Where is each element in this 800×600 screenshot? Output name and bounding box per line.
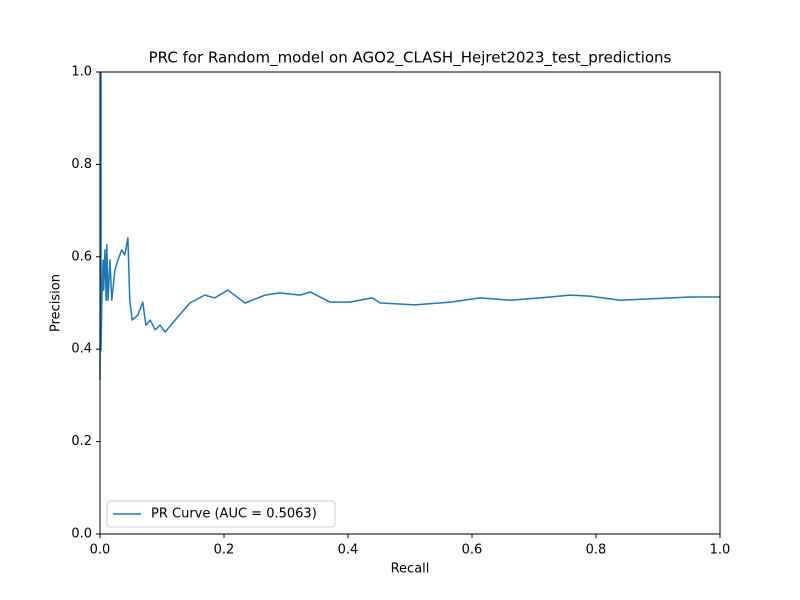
- y-tick-label: 0.8: [71, 157, 92, 172]
- chart-title: PRC for Random_model on AGO2_CLASH_Hejre…: [149, 49, 672, 68]
- plot-frame: [99, 71, 721, 535]
- y-tick-label: 1.0: [71, 65, 92, 80]
- y-tick-label: 0.2: [71, 434, 92, 449]
- legend-box: [106, 500, 336, 528]
- legend-label: PR Curve (AUC = 0.5063): [151, 507, 317, 522]
- x-tick-label: 0.0: [90, 543, 111, 558]
- pr-curve: [99, 71, 720, 381]
- x-tick-label: 0.4: [338, 543, 359, 558]
- x-axis-label: Recall: [391, 562, 430, 577]
- y-tick-label: 0.0: [71, 527, 92, 542]
- x-tick-label: 0.8: [586, 543, 607, 558]
- x-tick-label: 0.2: [214, 543, 235, 558]
- y-tick-label: 0.4: [71, 342, 92, 357]
- x-tick-label: 1.0: [710, 543, 731, 558]
- y-tick-label: 0.6: [71, 249, 92, 264]
- x-tick-label: 0.6: [462, 543, 483, 558]
- y-axis-label: Precision: [49, 274, 64, 332]
